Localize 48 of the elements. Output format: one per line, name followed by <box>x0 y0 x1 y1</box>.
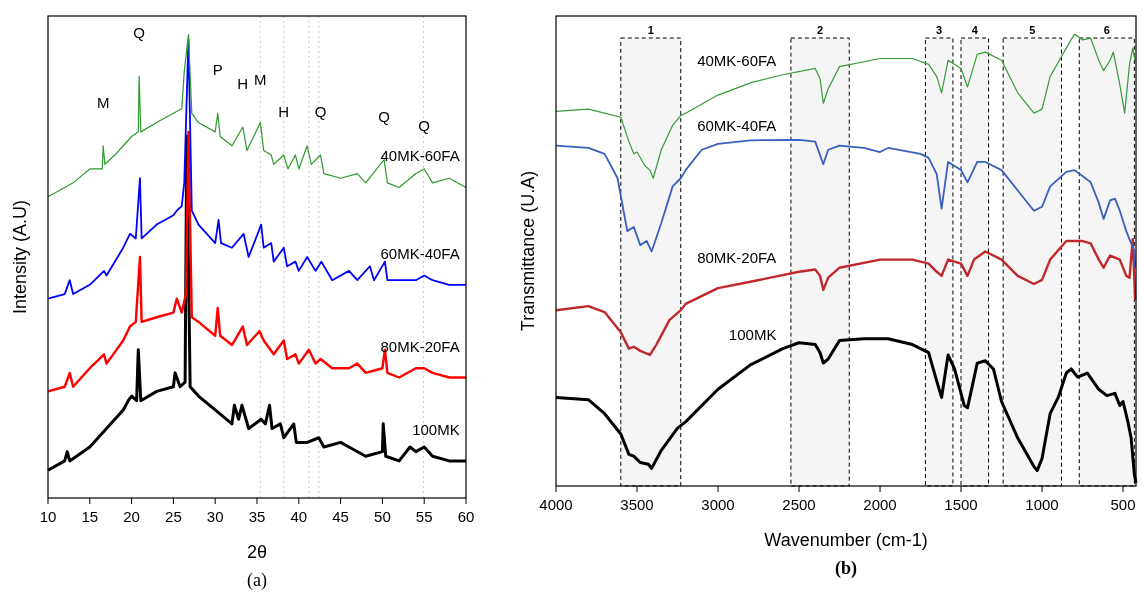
annotation: Q <box>314 103 327 121</box>
annotation: H <box>278 103 290 121</box>
x-tick-label: 50 <box>374 508 391 525</box>
x-tick-label: 20 <box>123 508 140 525</box>
band-label: 1 <box>647 24 654 36</box>
x-tick-label: 3000 <box>701 496 735 513</box>
x-tick-label: 15 <box>81 508 99 525</box>
x-tick-label: 2000 <box>863 496 897 513</box>
x-tick-label: 3500 <box>620 496 654 513</box>
series-label: 60MK-40FA <box>697 116 777 134</box>
text: (a) <box>247 570 267 591</box>
band-label: 5 <box>1029 24 1036 36</box>
x-tick-label: 2500 <box>782 496 816 513</box>
x-axis-title: Wavenumber (cm-1) <box>764 530 928 550</box>
x-tick-label: 500 <box>1110 496 1136 513</box>
annotation: Q <box>378 107 390 125</box>
x-tick-label: 40 <box>290 508 308 525</box>
series-label: 60MK-40FA <box>380 244 460 262</box>
band-label: 2 <box>817 24 824 36</box>
series-label: 80MK-20FA <box>697 248 777 266</box>
annotation: M <box>254 70 267 88</box>
annotation: H <box>237 75 249 93</box>
x-tick-label: 45 <box>332 508 349 525</box>
annotation: M <box>96 93 110 111</box>
annotation: Q <box>133 24 145 42</box>
band-label: 6 <box>1103 24 1110 36</box>
series-label: 80MK-20FA <box>380 337 460 355</box>
series-label: 100MK <box>728 325 777 343</box>
series-label: 40MK-60FA <box>697 51 777 69</box>
x-tick-label: 25 <box>165 508 182 525</box>
series-label: 40MK-60FA <box>380 147 460 165</box>
series-label: 100MK <box>412 420 460 438</box>
x-tick-label: 10 <box>39 508 57 525</box>
band-label: 3 <box>936 24 943 36</box>
text: (b) <box>835 558 857 579</box>
x-tick-label: 1000 <box>1025 496 1059 513</box>
annotation: P <box>212 61 223 79</box>
y-axis-title: Transmittance (U.A) <box>518 170 538 332</box>
annotation: Q <box>418 116 431 134</box>
x-tick-label: 4000 <box>539 496 573 513</box>
x-tick-label: 30 <box>206 508 224 525</box>
x-tick-label: 55 <box>415 508 433 525</box>
x-axis-title: 2θ <box>246 542 268 562</box>
x-tick-label: 1500 <box>944 496 978 513</box>
y-axis-title: Intensity (A.U) <box>10 199 30 315</box>
x-tick-label: 35 <box>248 508 266 525</box>
band-label: 4 <box>971 24 979 36</box>
x-tick-label: 60 <box>457 508 475 525</box>
